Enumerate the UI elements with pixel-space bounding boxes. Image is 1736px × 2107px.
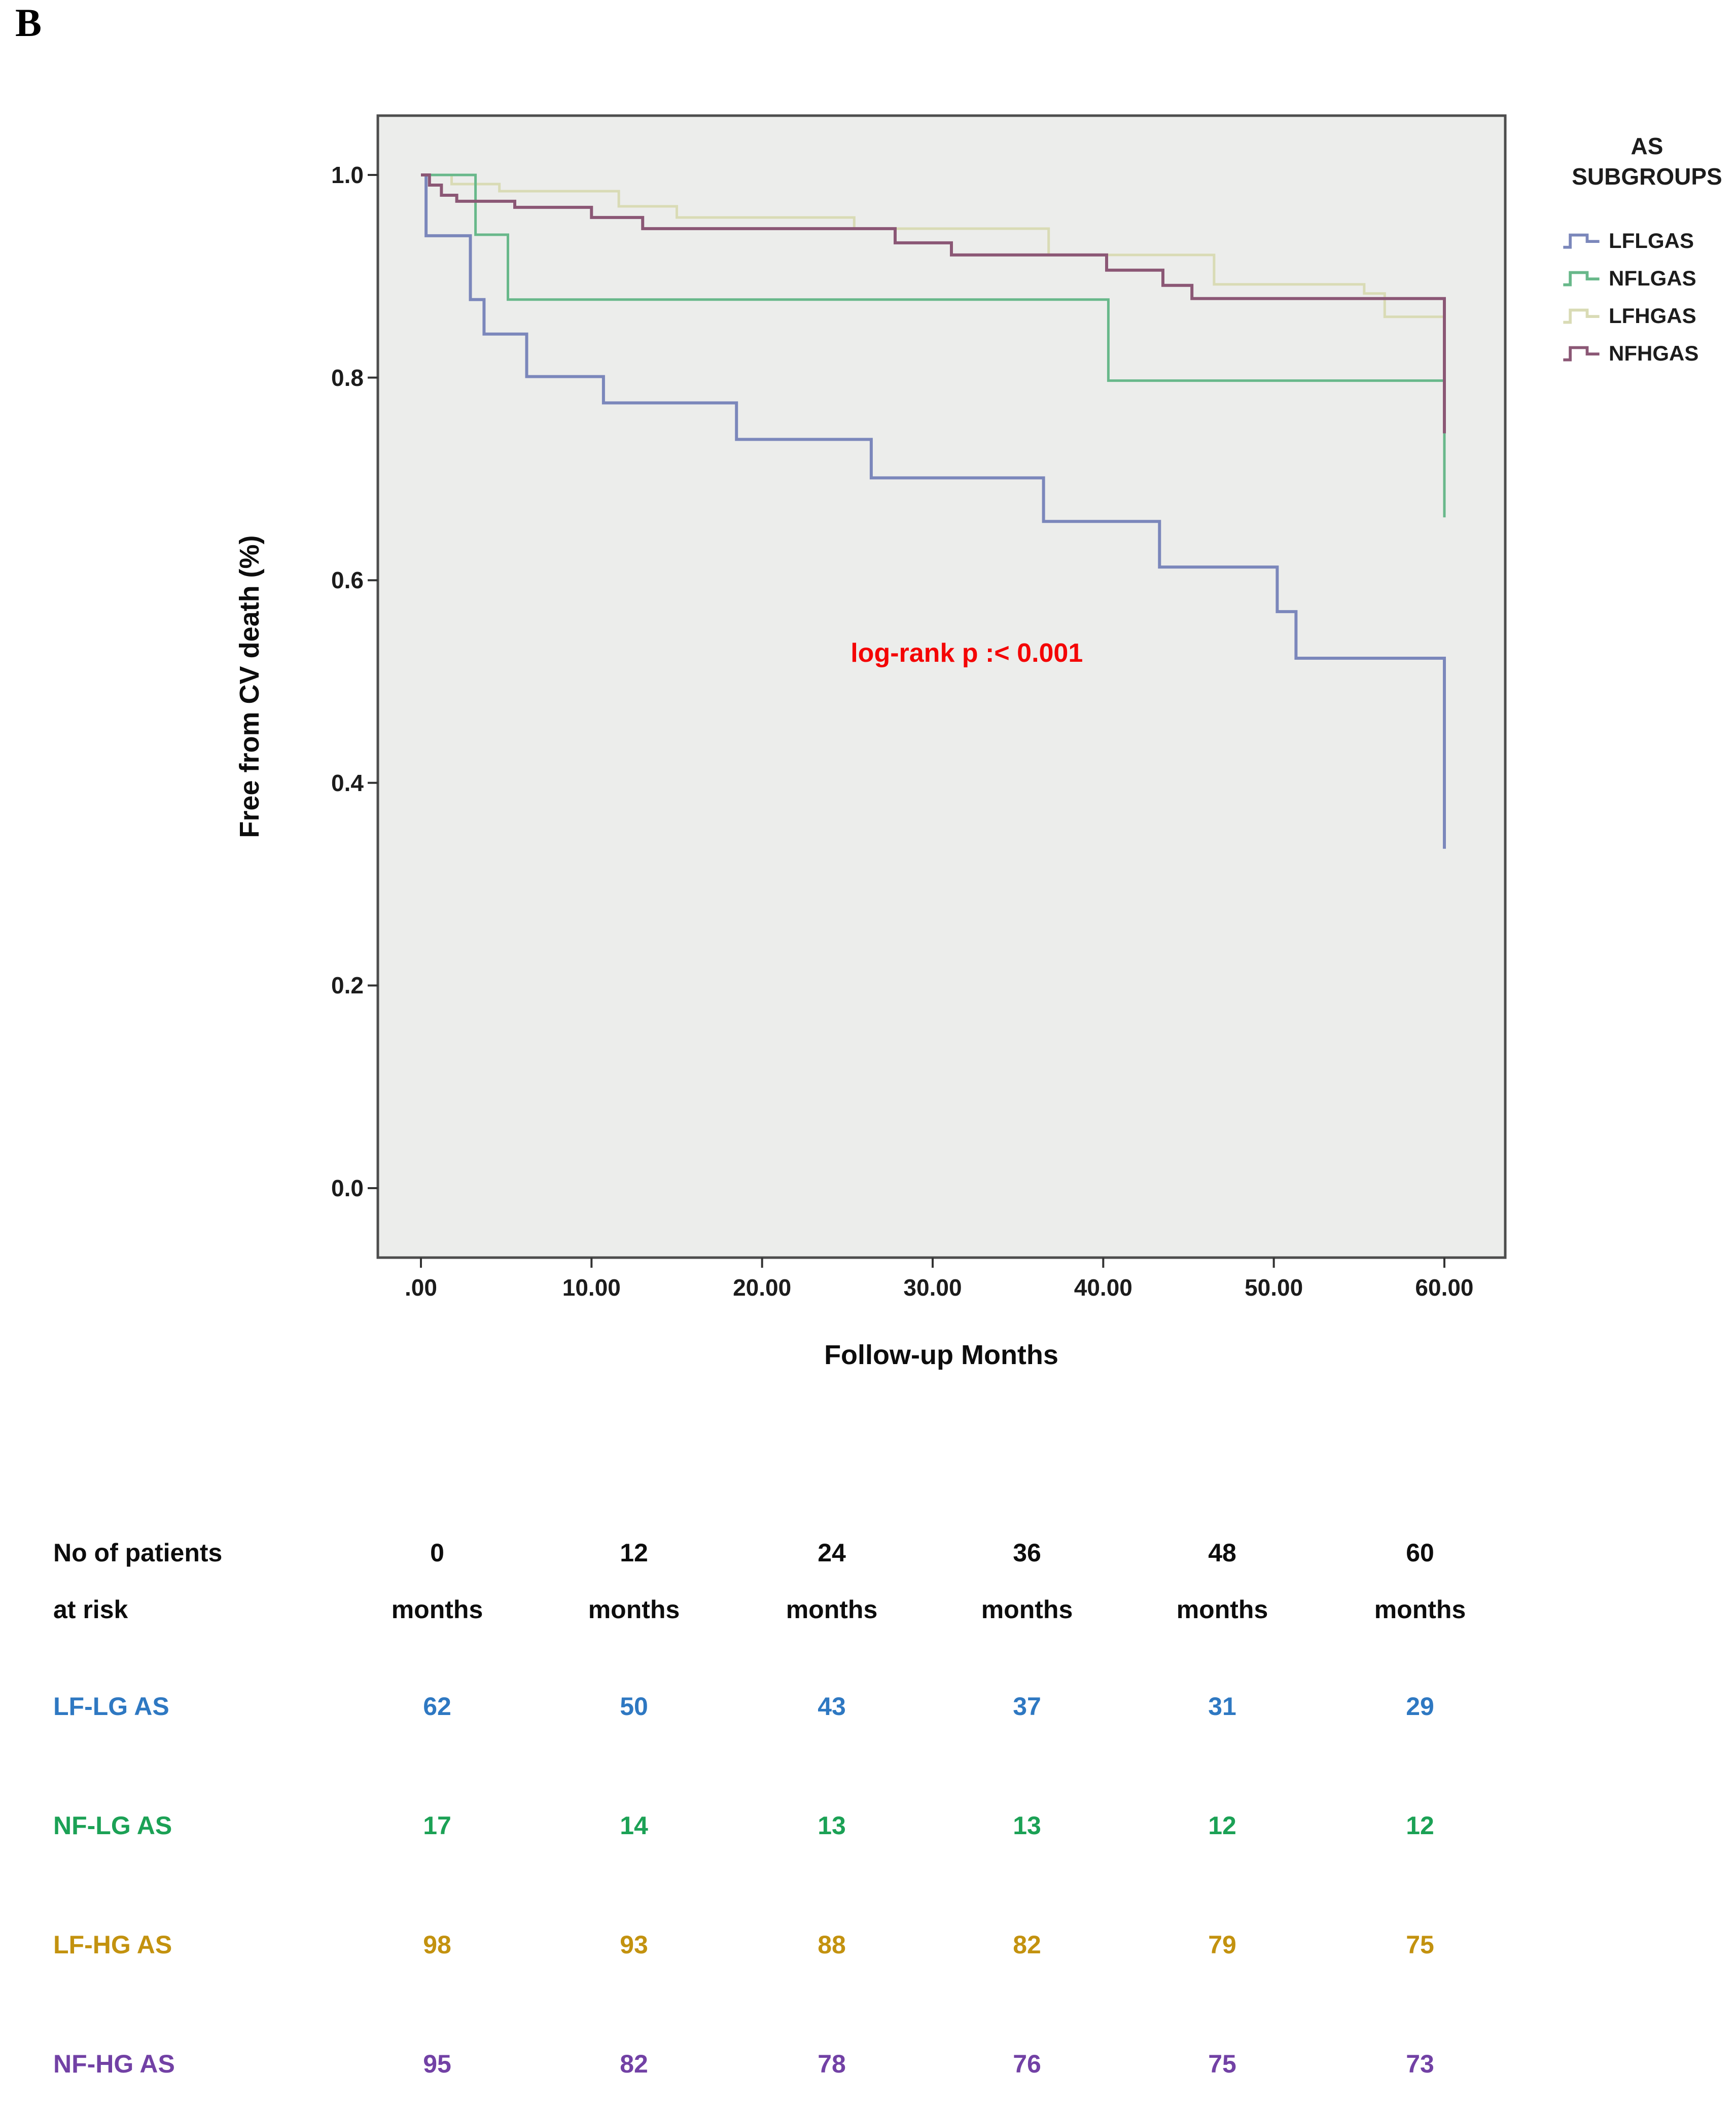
risk-count-cell: 43 bbox=[818, 1692, 846, 1721]
x-tick-label: 40.00 bbox=[1074, 1274, 1132, 1301]
legend-item-lfhgas: LFHGAS bbox=[1558, 297, 1736, 335]
risk-count-cell: 75 bbox=[1406, 1931, 1434, 1959]
risk-count-cell: 17 bbox=[423, 1811, 451, 1840]
legend-title: AS SUBGROUPS bbox=[1558, 131, 1736, 192]
risk-row-label-lf-hg-as: LF-HG AS bbox=[53, 1931, 172, 1959]
log-rank-annotation: log-rank p :< 0.001 bbox=[851, 638, 1083, 668]
y-tick-label: 0.4 bbox=[331, 769, 364, 796]
risk-row-label-lf-lg-as: LF-LG AS bbox=[53, 1692, 169, 1721]
legend-item-nfhgas: NFHGAS bbox=[1558, 335, 1736, 372]
legend-swatch-step-icon bbox=[1563, 308, 1600, 324]
risk-count-cell: 29 bbox=[1406, 1692, 1434, 1721]
risk-count-cell: 93 bbox=[620, 1931, 648, 1959]
y-tick-label: 0.6 bbox=[331, 567, 364, 594]
risk-table-time-unit: months bbox=[1374, 1595, 1466, 1624]
risk-count-cell: 31 bbox=[1208, 1692, 1236, 1721]
risk-count-cell: 88 bbox=[818, 1931, 846, 1959]
risk-count-cell: 12 bbox=[1208, 1811, 1236, 1840]
series-LFLGAS-line bbox=[421, 173, 1446, 849]
risk-table-header-line2: at risk bbox=[53, 1595, 128, 1624]
legend-swatch-step-icon bbox=[1563, 346, 1600, 362]
risk-count-cell: 62 bbox=[423, 1692, 451, 1721]
risk-count-cell: 50 bbox=[620, 1692, 648, 1721]
risk-count-cell: 13 bbox=[1013, 1811, 1041, 1840]
x-tick-label: 10.00 bbox=[562, 1274, 621, 1301]
y-tick-label: 0.0 bbox=[331, 1175, 364, 1201]
x-tick-label: .00 bbox=[405, 1274, 437, 1301]
plot-area bbox=[376, 114, 1507, 1259]
x-tick-label: 20.00 bbox=[733, 1274, 792, 1301]
risk-count-cell: 95 bbox=[423, 2050, 451, 2078]
risk-count-cell: 82 bbox=[1013, 1931, 1041, 1959]
legend-title-line1: AS bbox=[1631, 133, 1663, 159]
legend-item-lflgas: LFLGAS bbox=[1558, 222, 1736, 260]
legend: AS SUBGROUPS LFLGAS NFLGAS LFHGAS NFHGAS bbox=[1558, 131, 1736, 372]
risk-table-time-value: 48 bbox=[1208, 1539, 1236, 1567]
risk-count-cell: 78 bbox=[818, 2050, 846, 2078]
risk-count-cell: 79 bbox=[1208, 1931, 1236, 1959]
y-tick-label: 0.8 bbox=[331, 364, 364, 391]
risk-table-time-value: 0 bbox=[430, 1539, 444, 1567]
risk-count-cell: 82 bbox=[620, 2050, 648, 2078]
legend-swatch-step-icon bbox=[1563, 233, 1600, 249]
x-tick-label: 50.00 bbox=[1245, 1274, 1303, 1301]
km-plot-svg bbox=[368, 114, 1507, 1268]
panel-label: B bbox=[15, 1, 42, 45]
risk-table-time-unit: months bbox=[588, 1595, 680, 1624]
risk-count-cell: 76 bbox=[1013, 2050, 1041, 2078]
risk-table-time-value: 36 bbox=[1013, 1539, 1041, 1567]
risk-count-cell: 98 bbox=[423, 1931, 451, 1959]
legend-item-label: LFHGAS bbox=[1609, 304, 1696, 328]
legend-title-line2: SUBGROUPS bbox=[1572, 163, 1722, 190]
risk-table-time-unit: months bbox=[1176, 1595, 1268, 1624]
risk-table-time-value: 12 bbox=[620, 1539, 648, 1567]
legend-item-label: NFHGAS bbox=[1609, 341, 1699, 365]
risk-table-time-unit: months bbox=[391, 1595, 483, 1624]
risk-table-time-value: 60 bbox=[1406, 1539, 1434, 1567]
risk-table-time-value: 24 bbox=[818, 1539, 846, 1567]
risk-row-label-nf-lg-as: NF-LG AS bbox=[53, 1811, 172, 1840]
risk-count-cell: 75 bbox=[1208, 2050, 1236, 2078]
legend-item-nflgas: NFLGAS bbox=[1558, 260, 1736, 297]
y-tick-label: 0.2 bbox=[331, 972, 364, 999]
x-axis-title: Follow-up Months bbox=[824, 1340, 1058, 1370]
risk-count-cell: 37 bbox=[1013, 1692, 1041, 1721]
risk-table-time-unit: months bbox=[981, 1595, 1073, 1624]
risk-table-header-line1: No of patients bbox=[53, 1539, 223, 1567]
legend-item-list: LFLGAS NFLGAS LFHGAS NFHGAS bbox=[1558, 222, 1736, 372]
x-tick-label: 30.00 bbox=[903, 1274, 962, 1301]
series-NFHGAS-line bbox=[421, 173, 1446, 434]
y-axis-title: Free from CV death (%) bbox=[234, 535, 265, 838]
legend-item-label: LFLGAS bbox=[1609, 229, 1694, 253]
risk-table-time-unit: months bbox=[786, 1595, 878, 1624]
series-NFLGAS-line bbox=[421, 173, 1446, 518]
legend-swatch-step-icon bbox=[1563, 271, 1600, 287]
legend-item-label: NFLGAS bbox=[1609, 266, 1696, 290]
risk-count-cell: 12 bbox=[1406, 1811, 1434, 1840]
y-tick-label: 1.0 bbox=[331, 162, 364, 188]
risk-count-cell: 13 bbox=[818, 1811, 846, 1840]
risk-count-cell: 14 bbox=[620, 1811, 648, 1840]
risk-row-label-nf-hg-as: NF-HG AS bbox=[53, 2050, 175, 2078]
risk-count-cell: 73 bbox=[1406, 2050, 1434, 2078]
x-tick-label: 60.00 bbox=[1415, 1274, 1474, 1301]
